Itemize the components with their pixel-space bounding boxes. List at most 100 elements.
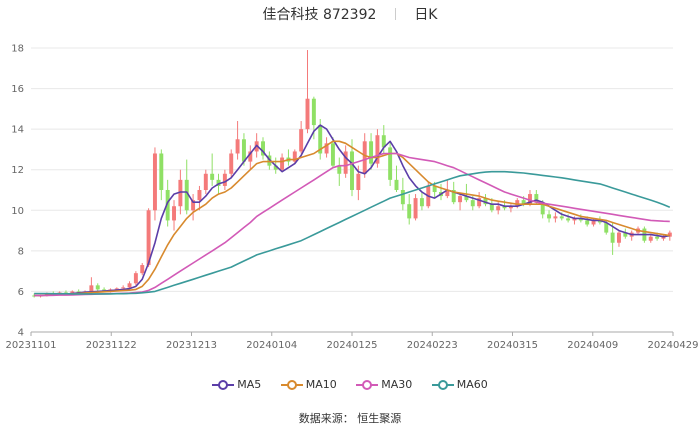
legend-item-ma5[interactable]: MA5 xyxy=(212,378,261,391)
candle-body xyxy=(610,232,615,243)
x-tick-label: 20231101 xyxy=(6,340,57,351)
candle-body xyxy=(394,179,399,190)
candle-body xyxy=(496,206,501,211)
candle-body xyxy=(95,285,100,290)
candle-body xyxy=(261,141,265,156)
y-tick-label: 16 xyxy=(11,84,24,95)
candle-body xyxy=(464,196,469,201)
candle-body xyxy=(76,291,81,293)
candle-body xyxy=(381,135,386,148)
x-tick-label: 20240429 xyxy=(648,340,699,351)
candle-body xyxy=(248,151,253,162)
candle xyxy=(394,165,399,193)
ma30-swatch-icon xyxy=(356,380,379,390)
title-separator xyxy=(394,8,396,20)
candle-body xyxy=(566,218,571,221)
candle xyxy=(197,185,202,211)
candle-body xyxy=(375,135,380,164)
ma-line-ma10 xyxy=(34,140,670,297)
candle-body xyxy=(229,153,234,174)
candle-body xyxy=(350,151,354,190)
candle-body xyxy=(114,288,119,290)
candle-body xyxy=(661,236,666,239)
x-tick-label: 20240409 xyxy=(567,340,618,351)
legend-label-ma5: MA5 xyxy=(237,378,262,391)
legend-item-ma60[interactable]: MA60 xyxy=(431,378,488,391)
candle xyxy=(241,133,246,166)
candle xyxy=(407,194,412,225)
candle xyxy=(648,234,653,243)
candle xyxy=(419,192,424,211)
candle-body xyxy=(343,151,348,174)
candle-body xyxy=(667,232,672,237)
candle-body xyxy=(451,190,456,203)
candle xyxy=(464,183,469,203)
candle xyxy=(330,137,335,168)
candle xyxy=(343,145,348,178)
candle-body xyxy=(419,198,424,207)
candle-body xyxy=(89,285,94,292)
candle xyxy=(299,121,304,154)
candle-body xyxy=(508,206,513,209)
candle-body xyxy=(547,214,552,219)
candle-body xyxy=(591,220,596,225)
candle xyxy=(292,149,297,164)
candle-body xyxy=(470,200,475,207)
candle-body xyxy=(299,129,304,152)
candle-body xyxy=(241,139,246,162)
candle-body xyxy=(432,185,437,193)
candle-body xyxy=(121,287,126,289)
candle-body xyxy=(146,210,151,266)
candle xyxy=(184,159,189,215)
x-tick-label: 20231213 xyxy=(166,340,217,351)
x-tick-label: 20240315 xyxy=(487,340,538,351)
candle-body xyxy=(280,157,285,170)
candle xyxy=(203,169,208,195)
y-tick-label: 12 xyxy=(11,165,24,176)
x-tick-label: 20240223 xyxy=(407,340,458,351)
candle xyxy=(369,133,374,170)
candle-body xyxy=(324,143,329,154)
candle xyxy=(324,137,329,158)
candle xyxy=(350,139,354,197)
candle-body xyxy=(445,190,450,197)
y-tick-label: 14 xyxy=(11,125,24,136)
legend-label-ma10: MA10 xyxy=(305,378,337,391)
axis-layer: 4 6 8 10 12 14 16 18 20231101 20231122 20231213 202… xyxy=(6,44,699,352)
candle-body xyxy=(362,141,367,174)
candle xyxy=(451,181,456,205)
candle-body xyxy=(32,295,37,297)
candle-body xyxy=(337,165,342,174)
legend-label-ma60: MA60 xyxy=(456,378,488,391)
candle-body xyxy=(616,232,621,243)
candle-body xyxy=(127,283,132,288)
x-tick-label: 20231122 xyxy=(86,340,137,351)
candle-body xyxy=(483,198,488,205)
y-tick-label: 10 xyxy=(11,206,24,217)
chart-title: 佳合科技 872392 日K xyxy=(0,4,700,24)
candle xyxy=(305,50,310,134)
candle xyxy=(610,222,615,255)
candle-body xyxy=(311,98,316,126)
candle-body xyxy=(70,291,75,294)
candle-body xyxy=(235,139,240,154)
x-tick-label: 20240125 xyxy=(327,340,378,351)
legend-item-ma30[interactable]: MA30 xyxy=(356,378,412,391)
candle xyxy=(146,208,151,268)
candle xyxy=(413,194,418,221)
ma10-swatch-icon xyxy=(280,380,303,390)
candle-body xyxy=(292,151,297,162)
candle-body xyxy=(559,216,564,219)
candle-body xyxy=(578,218,583,221)
candle-body xyxy=(623,232,628,237)
candle xyxy=(172,200,176,231)
candle-body xyxy=(184,179,189,211)
candle-body xyxy=(273,165,278,170)
candle-body xyxy=(102,289,107,291)
candle-body xyxy=(521,200,526,205)
candle xyxy=(661,234,666,241)
candle xyxy=(337,157,342,186)
candle-body xyxy=(655,236,660,239)
legend-item-ma10[interactable]: MA10 xyxy=(280,378,337,391)
